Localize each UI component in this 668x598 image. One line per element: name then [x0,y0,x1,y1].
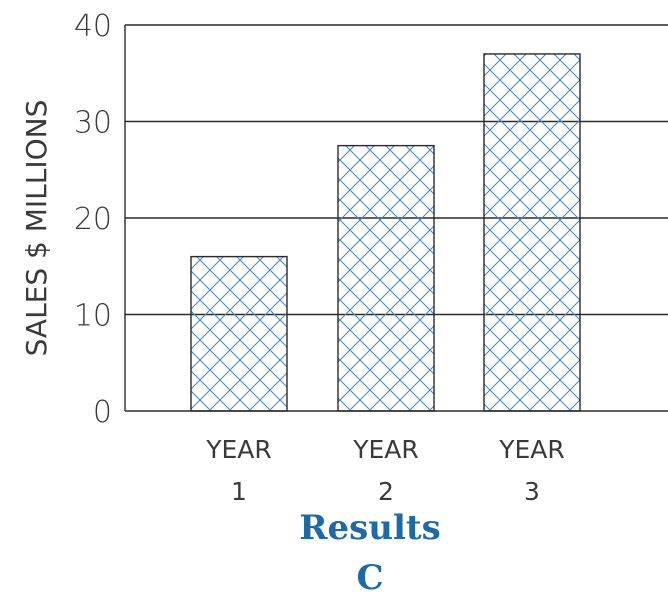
x-category-label-3-line-2: 3 [524,477,540,506]
x-category-label-2-line-2: 2 [378,477,394,506]
axes [124,25,668,412]
x-category-label-2-line-1: YEAR [352,435,419,464]
y-tick-label-10: 10 [74,299,112,334]
x-category-label-3-line-1: YEAR [498,435,565,464]
x-category-labels: YEAR 1 YEAR 2 YEAR 3 [205,435,565,506]
y-axis-title: SALES $ MILLIONS [20,100,53,357]
y-tick-labels: 0 10 20 30 40 [74,9,112,430]
y-tick-label-30: 30 [74,106,112,141]
bars [190,53,581,412]
bar-2 [337,144,435,412]
y-tick-label-40: 40 [74,9,112,44]
x-category-label-1-line-1: YEAR [205,435,272,464]
y-tick-label-0: 0 [93,395,112,430]
figure-caption-title: Results [299,508,441,548]
y-tick-label-20: 20 [74,202,112,237]
x-category-label-1-line-2: 1 [231,477,247,506]
bar-3 [483,53,581,412]
bar-1 [190,255,288,412]
figure-caption-letter: C [356,558,384,598]
